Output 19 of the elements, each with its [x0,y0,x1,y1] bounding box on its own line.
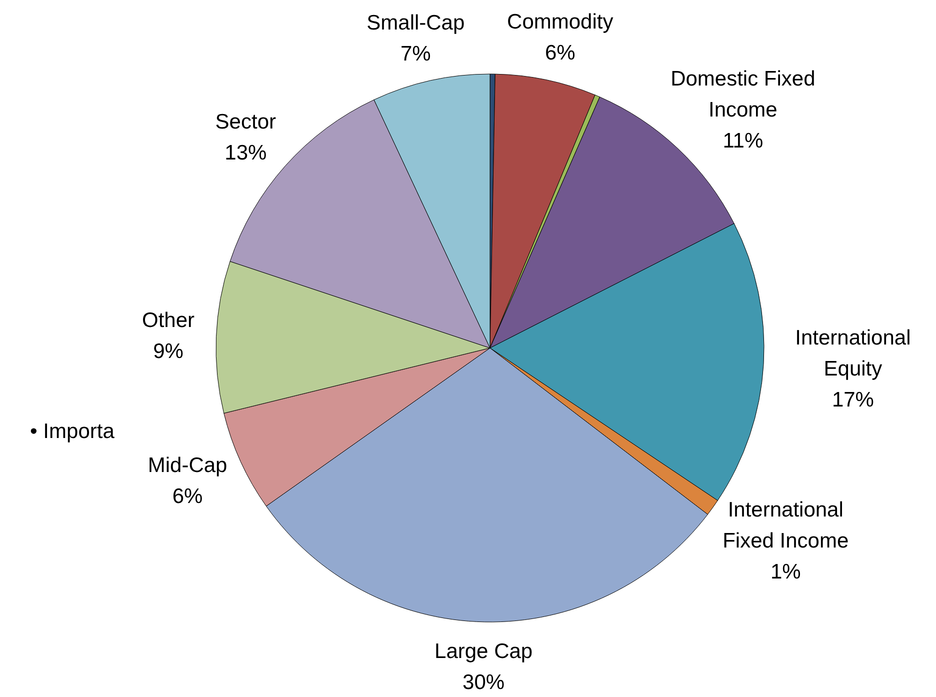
data-label: 6% [544,42,576,65]
data-label: 13% [224,142,267,164]
data-label: 17% [832,388,874,412]
data-label: 6% [172,484,203,508]
slice-label: International Fixed Income [722,498,849,553]
data-label: 7% [400,42,431,66]
slice-label: Sector [215,110,276,134]
data-label: 1% [770,560,801,584]
text: • Importa [30,420,115,443]
data-label: 30% [462,670,505,694]
data-label: 11% [722,130,764,153]
slice-label: Domestic Fixed Income [670,68,816,122]
slice-label: Small-Cap [366,12,465,35]
slice-label: Large Cap [434,640,533,663]
slice-label: International Equity [795,326,911,381]
data-label: 9% [153,340,184,364]
slice-label: Other [142,309,195,332]
slice-label: Commodity [507,10,614,34]
slice-label: Mid-Cap [148,454,228,477]
